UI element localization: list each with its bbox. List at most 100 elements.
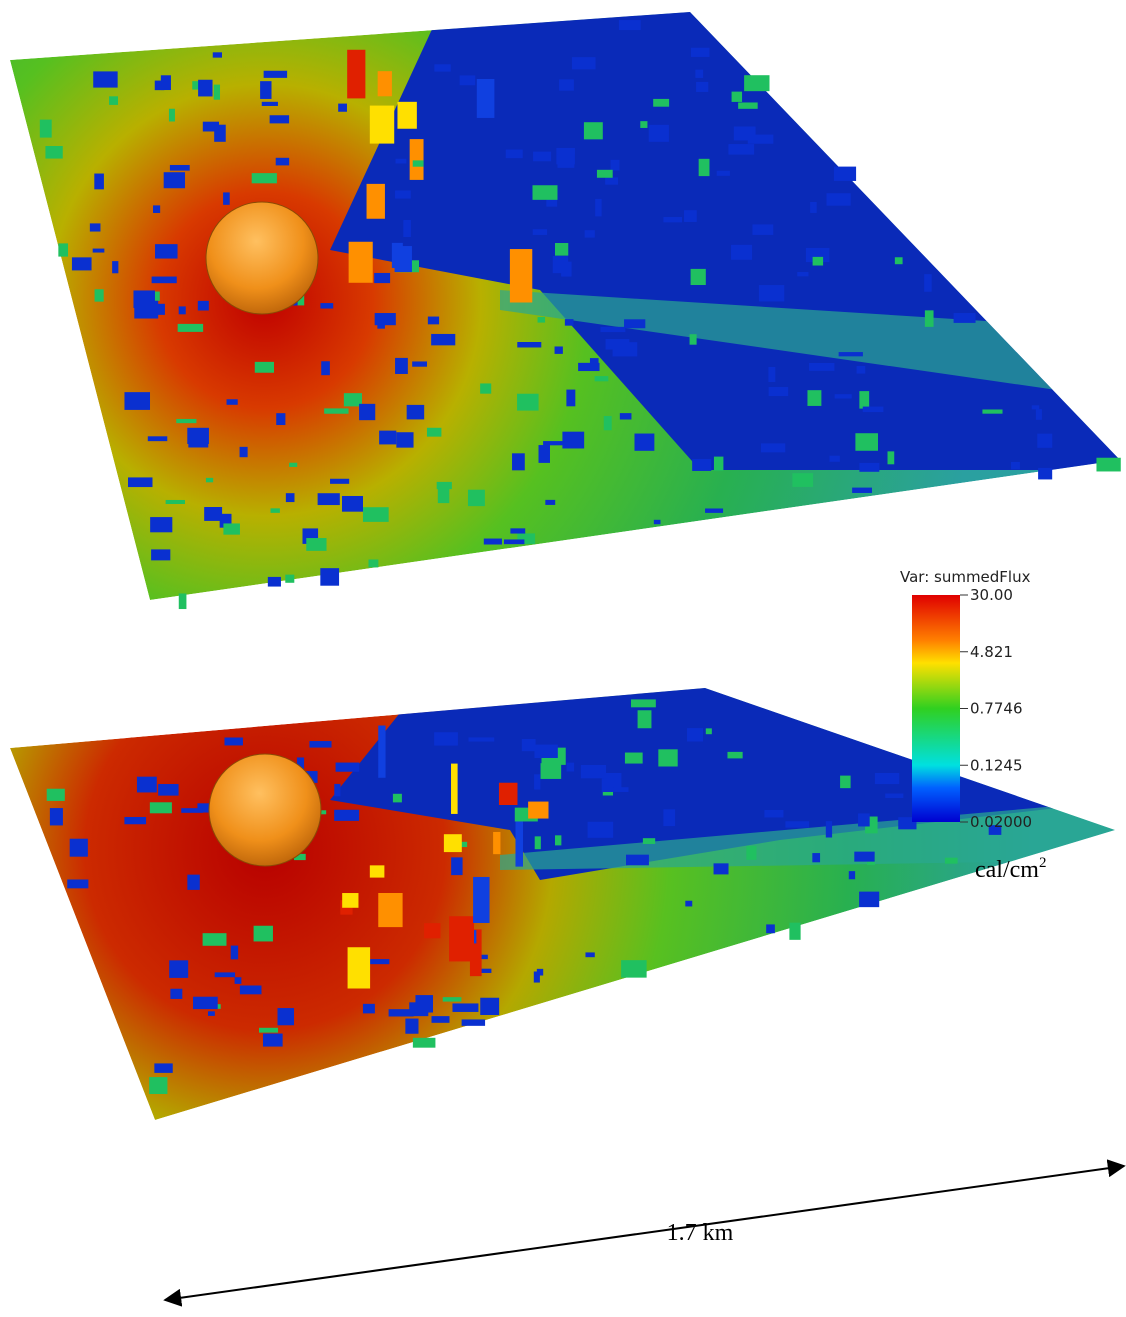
- building: [857, 366, 866, 374]
- building: [769, 387, 788, 396]
- building: [595, 376, 609, 381]
- building: [809, 363, 834, 371]
- building: [578, 363, 599, 371]
- building: [235, 977, 242, 984]
- building: [604, 416, 612, 430]
- building: [263, 1034, 283, 1047]
- building: [176, 419, 196, 423]
- building: [840, 776, 851, 789]
- building: [535, 836, 541, 849]
- building: [151, 549, 170, 560]
- building: [810, 202, 817, 213]
- colorbar-tick-label: 0.7746: [970, 700, 1023, 718]
- building: [468, 737, 494, 741]
- building: [405, 1019, 418, 1034]
- building: [477, 79, 495, 118]
- unit-label: cal/cm2: [975, 855, 1046, 883]
- building: [643, 838, 655, 844]
- building: [895, 257, 903, 264]
- building: [731, 245, 752, 260]
- scale-label: 1.7 km: [667, 1220, 734, 1246]
- building: [691, 48, 710, 57]
- building: [150, 517, 172, 532]
- building: [584, 122, 603, 139]
- building: [395, 358, 408, 374]
- building: [431, 1016, 449, 1023]
- building: [224, 738, 242, 746]
- building: [289, 463, 297, 467]
- building: [367, 184, 385, 219]
- building: [395, 246, 412, 272]
- building: [264, 71, 287, 78]
- building: [658, 749, 677, 766]
- building: [649, 125, 669, 142]
- building: [434, 64, 450, 71]
- building: [378, 726, 385, 778]
- building: [746, 846, 756, 860]
- building: [761, 443, 785, 452]
- building: [605, 177, 618, 184]
- building: [187, 875, 199, 890]
- building: [631, 699, 656, 707]
- building: [852, 488, 872, 493]
- building: [95, 289, 104, 301]
- building: [1096, 458, 1120, 472]
- building: [619, 20, 641, 30]
- building: [214, 125, 226, 142]
- figure-canvas: Var: summedFlux 30.004.8210.77460.12450.…: [0, 0, 1126, 1317]
- building: [1038, 468, 1052, 480]
- building: [539, 445, 550, 463]
- building: [653, 99, 669, 107]
- building: [744, 75, 769, 91]
- building: [262, 102, 278, 106]
- building: [807, 390, 821, 406]
- building: [223, 192, 230, 204]
- building: [696, 82, 708, 92]
- building: [434, 732, 458, 745]
- building: [766, 924, 775, 933]
- building: [691, 269, 706, 285]
- building: [685, 901, 692, 907]
- building: [268, 577, 281, 587]
- building: [510, 249, 532, 302]
- building: [588, 822, 614, 838]
- building: [506, 150, 523, 159]
- building: [409, 1002, 428, 1016]
- colorbar-tick-label: 4.821: [970, 643, 1013, 661]
- building: [684, 210, 697, 222]
- building: [260, 81, 271, 99]
- building: [863, 407, 884, 413]
- building: [982, 409, 1002, 413]
- building: [764, 810, 783, 817]
- building: [534, 745, 557, 758]
- building: [278, 1008, 295, 1025]
- building: [533, 152, 551, 162]
- building: [543, 441, 565, 445]
- building: [309, 741, 331, 748]
- building: [705, 508, 723, 512]
- building: [379, 431, 396, 445]
- building: [555, 243, 568, 256]
- building: [378, 71, 392, 96]
- building: [620, 413, 632, 419]
- building: [413, 160, 424, 166]
- building: [663, 809, 675, 826]
- building: [170, 165, 190, 171]
- building: [1036, 409, 1042, 420]
- building: [198, 80, 212, 97]
- building: [449, 916, 474, 961]
- building: [342, 496, 363, 512]
- building: [687, 728, 703, 741]
- building: [954, 313, 976, 323]
- building: [714, 863, 729, 874]
- building: [855, 433, 878, 451]
- building: [395, 159, 406, 164]
- building: [613, 342, 638, 356]
- building: [179, 593, 187, 609]
- building: [555, 835, 561, 845]
- building: [727, 752, 742, 759]
- building: [324, 408, 348, 413]
- building: [166, 500, 185, 504]
- building: [410, 139, 424, 180]
- building: [213, 52, 222, 57]
